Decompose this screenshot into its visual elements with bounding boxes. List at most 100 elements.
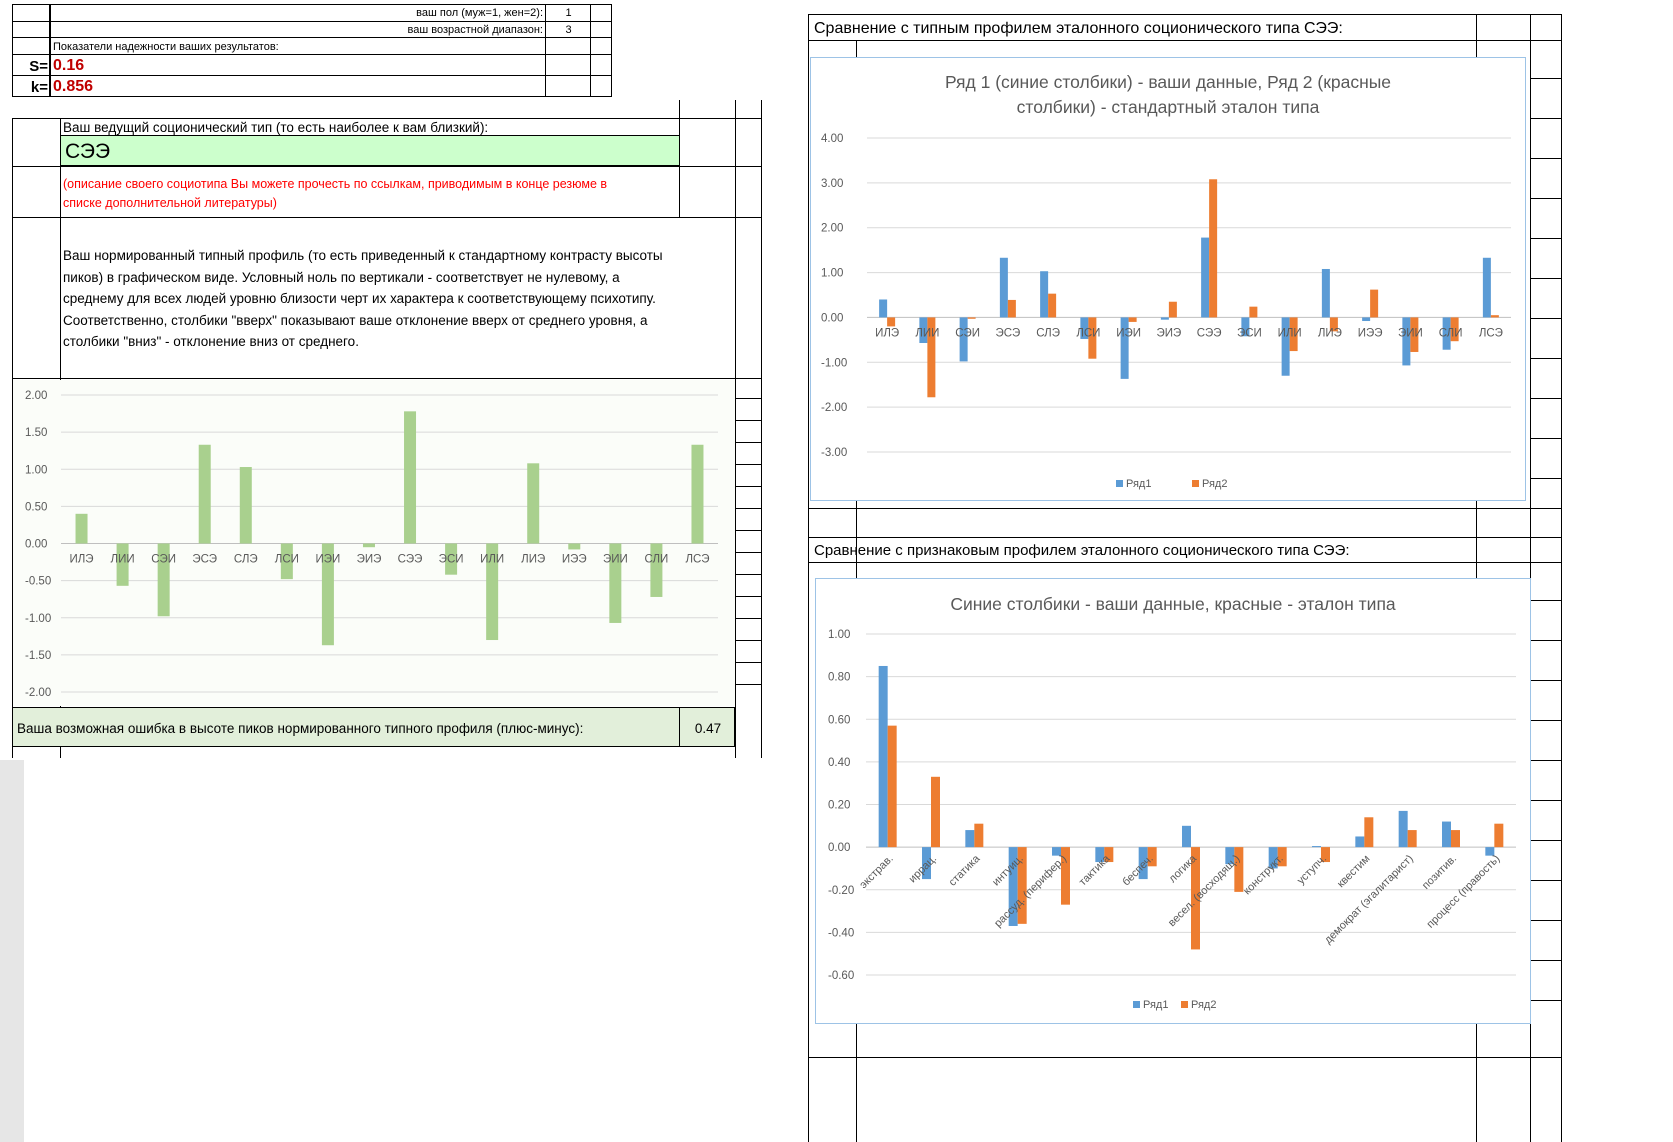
y-tick-label: -0.60 (828, 970, 854, 982)
bar-series2 (967, 317, 976, 319)
bar-series1 (1160, 317, 1169, 320)
error-row: Ваша возможная ошибка в высоте пиков нор… (12, 707, 735, 747)
profile-text-line: пиков) в графическом виде. Условный ноль… (63, 270, 620, 285)
grid-line (735, 640, 761, 641)
y-tick-label: 0.50 (25, 501, 47, 513)
bar-series2 (1017, 847, 1027, 924)
category-label: ЭИЭ (1156, 327, 1181, 339)
bar-series2 (1104, 847, 1114, 863)
grid-line (735, 574, 761, 575)
category-label: СЛИ (1439, 327, 1463, 339)
bar (486, 543, 499, 641)
bar-series2 (1407, 830, 1417, 848)
category-label: тактика (1077, 852, 1113, 888)
chart-svg: 2.00 1.50 1.00 0.50 0.00 -0.50 -1.00 -1.50 -2.00… (25, 390, 718, 699)
grid-line (1530, 680, 1561, 681)
category-label: ЭСИ (439, 554, 464, 566)
bar-series2 (1191, 847, 1200, 950)
bar-series1 (1120, 317, 1129, 379)
category-label: позитив. (1420, 853, 1459, 892)
y-tick-label: 0.60 (828, 714, 850, 726)
bar-series2 (1168, 301, 1177, 318)
grid-line (1530, 358, 1561, 359)
bar-series2 (1329, 317, 1338, 332)
grid-line (735, 530, 761, 531)
leading-type-cell[interactable]: СЭЭ (60, 135, 680, 166)
profile-text-line: среднему для всех людей уровню близости … (63, 291, 656, 306)
bar (116, 543, 129, 586)
y-tick-label: -0.50 (25, 576, 51, 588)
category-label: СЛЭ (234, 554, 258, 566)
grid-line (735, 552, 761, 553)
y-tick-label: 0.20 (828, 800, 850, 812)
y-tick-label: 0.00 (821, 312, 843, 324)
grid-line (1530, 800, 1561, 801)
category-label: ЛИЭ (1318, 327, 1342, 339)
category-label: ИЭЭ (1358, 327, 1383, 339)
bar (280, 543, 293, 580)
grid-line (735, 100, 736, 758)
category-label: ЭИЭ (357, 554, 382, 566)
y-tick-label: -1.00 (821, 357, 847, 369)
category-label: ИЭИ (316, 554, 341, 566)
chart-title: Синие столбики - ваши данные, красные - … (950, 594, 1396, 614)
grid-line (1530, 880, 1561, 881)
bar-series2 (1321, 847, 1330, 863)
bar (239, 467, 252, 544)
bar-series2 (927, 317, 936, 398)
category-label: ИЛИ (1278, 327, 1302, 339)
bar-series1 (1008, 847, 1018, 926)
bar-series1 (965, 830, 975, 848)
grid-line (12, 166, 762, 167)
bar-series2 (1209, 179, 1218, 318)
bar (404, 411, 417, 544)
description-note-line1: (описание своего социотипа Вы можете про… (63, 177, 608, 191)
y-tick-label: 0.00 (828, 842, 850, 854)
leading-type-value: СЭЭ (65, 140, 111, 163)
gender-value-cell[interactable]: 1 (565, 7, 572, 19)
age-label: ваш возрастной диапазон: (407, 24, 543, 36)
legend-swatch (1116, 480, 1123, 487)
grid-line (1530, 720, 1561, 721)
category-label: ИЭИ (1116, 327, 1141, 339)
error-value-cell[interactable]: 0.47 (694, 721, 722, 736)
grid-line (735, 486, 761, 487)
category-label: СЭИ (151, 554, 176, 566)
category-label: ЛСЭ (1479, 327, 1503, 339)
bar-series1 (1362, 317, 1371, 322)
feature-profile-chart[interactable]: Синие столбики - ваши данные, красные - … (815, 578, 1531, 1024)
y-tick-label: 0.00 (25, 539, 47, 551)
k-value: 0.856 (53, 78, 94, 95)
bar-series1 (922, 847, 931, 880)
bar-series2 (887, 317, 896, 327)
grid-line (1530, 318, 1561, 319)
bar-series1 (879, 299, 888, 318)
category-label: ЛИИ (111, 554, 135, 566)
grid-line (735, 618, 761, 619)
typical-profile-chart[interactable]: Ряд 1 (синие столбики) - ваши данные, Ря… (810, 57, 1526, 501)
profile-text-line: Соответственно, столбики "вверх" показыв… (63, 313, 648, 328)
y-tick-label: 1.00 (25, 464, 47, 476)
grid-line (1530, 158, 1561, 159)
bar-series2 (1289, 317, 1298, 352)
profile-chart[interactable]: 2.00 1.50 1.00 0.50 0.00 -0.50 -1.00 -1.50 -2.00… (13, 380, 735, 706)
grid-line (735, 420, 761, 421)
grid-line (1530, 78, 1561, 79)
y-tick-label: -2.00 (821, 402, 847, 414)
grid-line (735, 684, 761, 685)
bar-series2 (1007, 299, 1016, 318)
category-label: СЛИ (645, 554, 669, 566)
bar-series1 (999, 257, 1008, 318)
bar-series1 (878, 665, 888, 848)
category-label: квестим (1335, 853, 1372, 890)
bar-series2 (1370, 289, 1379, 318)
bar-series1 (1040, 271, 1049, 318)
bar-series2 (1061, 847, 1070, 905)
grid-line (808, 1057, 1562, 1058)
age-value-cell[interactable]: 3 (565, 24, 572, 36)
grid-line (1530, 600, 1561, 601)
grid-line (1530, 398, 1561, 399)
category-label: конструкт. (1241, 853, 1286, 898)
y-tick-label: 3.00 (821, 178, 843, 190)
bar-series1 (1321, 268, 1330, 318)
